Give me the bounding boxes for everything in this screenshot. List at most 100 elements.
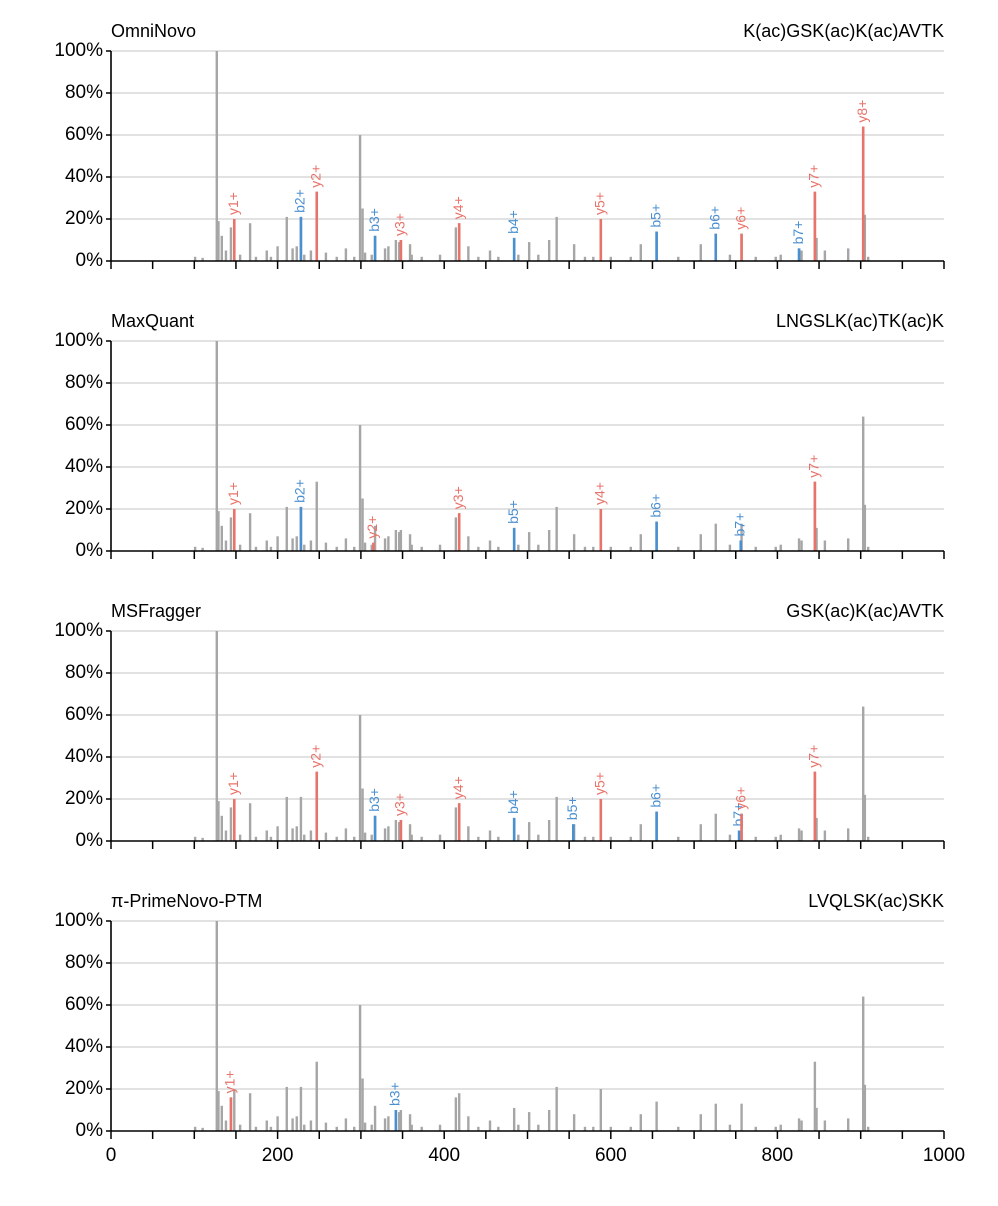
peak (555, 506, 558, 551)
peak (815, 1107, 818, 1131)
peak (387, 826, 390, 841)
peak (572, 244, 576, 261)
peak (394, 530, 398, 551)
peak (629, 256, 632, 261)
peak (547, 530, 551, 551)
annotated-peak (232, 799, 236, 841)
y-tick-label: 100% (54, 910, 103, 931)
ion-label: b3+ (366, 788, 382, 812)
peak (454, 1097, 458, 1131)
annotated-peak (512, 817, 516, 841)
peak (373, 1105, 377, 1131)
peak (754, 1126, 757, 1131)
y-tick-label: 60% (65, 704, 103, 725)
peak (420, 256, 423, 261)
y-tick-label: 40% (65, 456, 103, 477)
ion-label: y4+ (450, 196, 466, 219)
peak (399, 530, 403, 551)
peak (863, 1084, 867, 1131)
peak (866, 256, 870, 261)
peak (797, 1118, 801, 1131)
peak (847, 1118, 850, 1131)
peak (774, 1126, 777, 1131)
y-tick-label: 80% (65, 952, 103, 973)
y-tick-label: 100% (54, 330, 103, 351)
peak (201, 1127, 204, 1131)
annotated-peak (372, 542, 375, 551)
peak (537, 1124, 540, 1131)
peak (220, 1105, 223, 1131)
y-tick-label: 40% (65, 166, 103, 187)
ion-label: b5+ (647, 204, 663, 228)
annotated-peak (813, 481, 817, 551)
y-tick-label: 80% (65, 662, 103, 683)
y-tick-label: 0% (76, 830, 104, 851)
peak (398, 822, 401, 841)
peak (229, 807, 233, 841)
peak (420, 546, 423, 551)
peak (358, 135, 362, 261)
peak (276, 246, 279, 261)
peak (497, 546, 500, 551)
y-tick-label: 0% (76, 250, 104, 271)
peak (269, 1126, 273, 1131)
peak (639, 244, 642, 261)
peak (592, 256, 595, 261)
annotated-peak (655, 811, 658, 841)
peak (370, 834, 373, 841)
ion-label: b7+ (731, 513, 747, 537)
annotated-peak (861, 126, 865, 261)
peak (527, 532, 531, 551)
ion-label: y2+ (307, 165, 323, 188)
annotated-peak (315, 771, 319, 841)
x-tick-label: 0 (106, 1145, 117, 1166)
peak (467, 246, 470, 261)
peak (866, 1126, 870, 1131)
peak (363, 1122, 367, 1131)
ion-label: b5+ (564, 796, 580, 820)
peak (254, 836, 258, 841)
peak (398, 242, 401, 261)
y-tick-label: 40% (65, 1036, 103, 1057)
peak (779, 1124, 782, 1131)
peak (394, 240, 398, 261)
ion-label: y7+ (806, 745, 822, 768)
panel-title: MSFragger (111, 601, 201, 621)
peak (285, 796, 288, 841)
ion-label: b2+ (292, 479, 308, 503)
peak (728, 254, 732, 261)
peak (779, 834, 782, 841)
peak (728, 544, 732, 551)
ion-label: y5+ (592, 192, 608, 215)
peak (358, 1005, 362, 1131)
peak (815, 237, 818, 261)
peak (309, 1120, 313, 1131)
peak (847, 828, 850, 841)
peak (335, 1126, 338, 1131)
peak (363, 542, 367, 551)
peak (410, 254, 413, 261)
ion-label: y1+ (225, 772, 241, 795)
peak (303, 254, 306, 261)
peak (655, 1101, 658, 1131)
peak (276, 536, 279, 551)
peak (295, 826, 298, 841)
ion-label: b6+ (706, 206, 722, 230)
peak (823, 1120, 827, 1131)
ion-label: b2+ (292, 189, 308, 213)
peak (215, 631, 218, 841)
peak (599, 1089, 603, 1131)
y-tick-label: 60% (65, 994, 103, 1015)
annotated-peak (740, 233, 743, 261)
peak (477, 256, 480, 261)
peak (629, 546, 632, 551)
ion-label: y3+ (392, 793, 408, 816)
peak (639, 824, 642, 841)
annotated-peak (599, 799, 603, 841)
peak (847, 538, 850, 551)
peak (361, 208, 364, 261)
peak (265, 250, 268, 261)
annotated-peak (457, 223, 461, 261)
peak (797, 538, 801, 551)
peak (517, 254, 520, 261)
